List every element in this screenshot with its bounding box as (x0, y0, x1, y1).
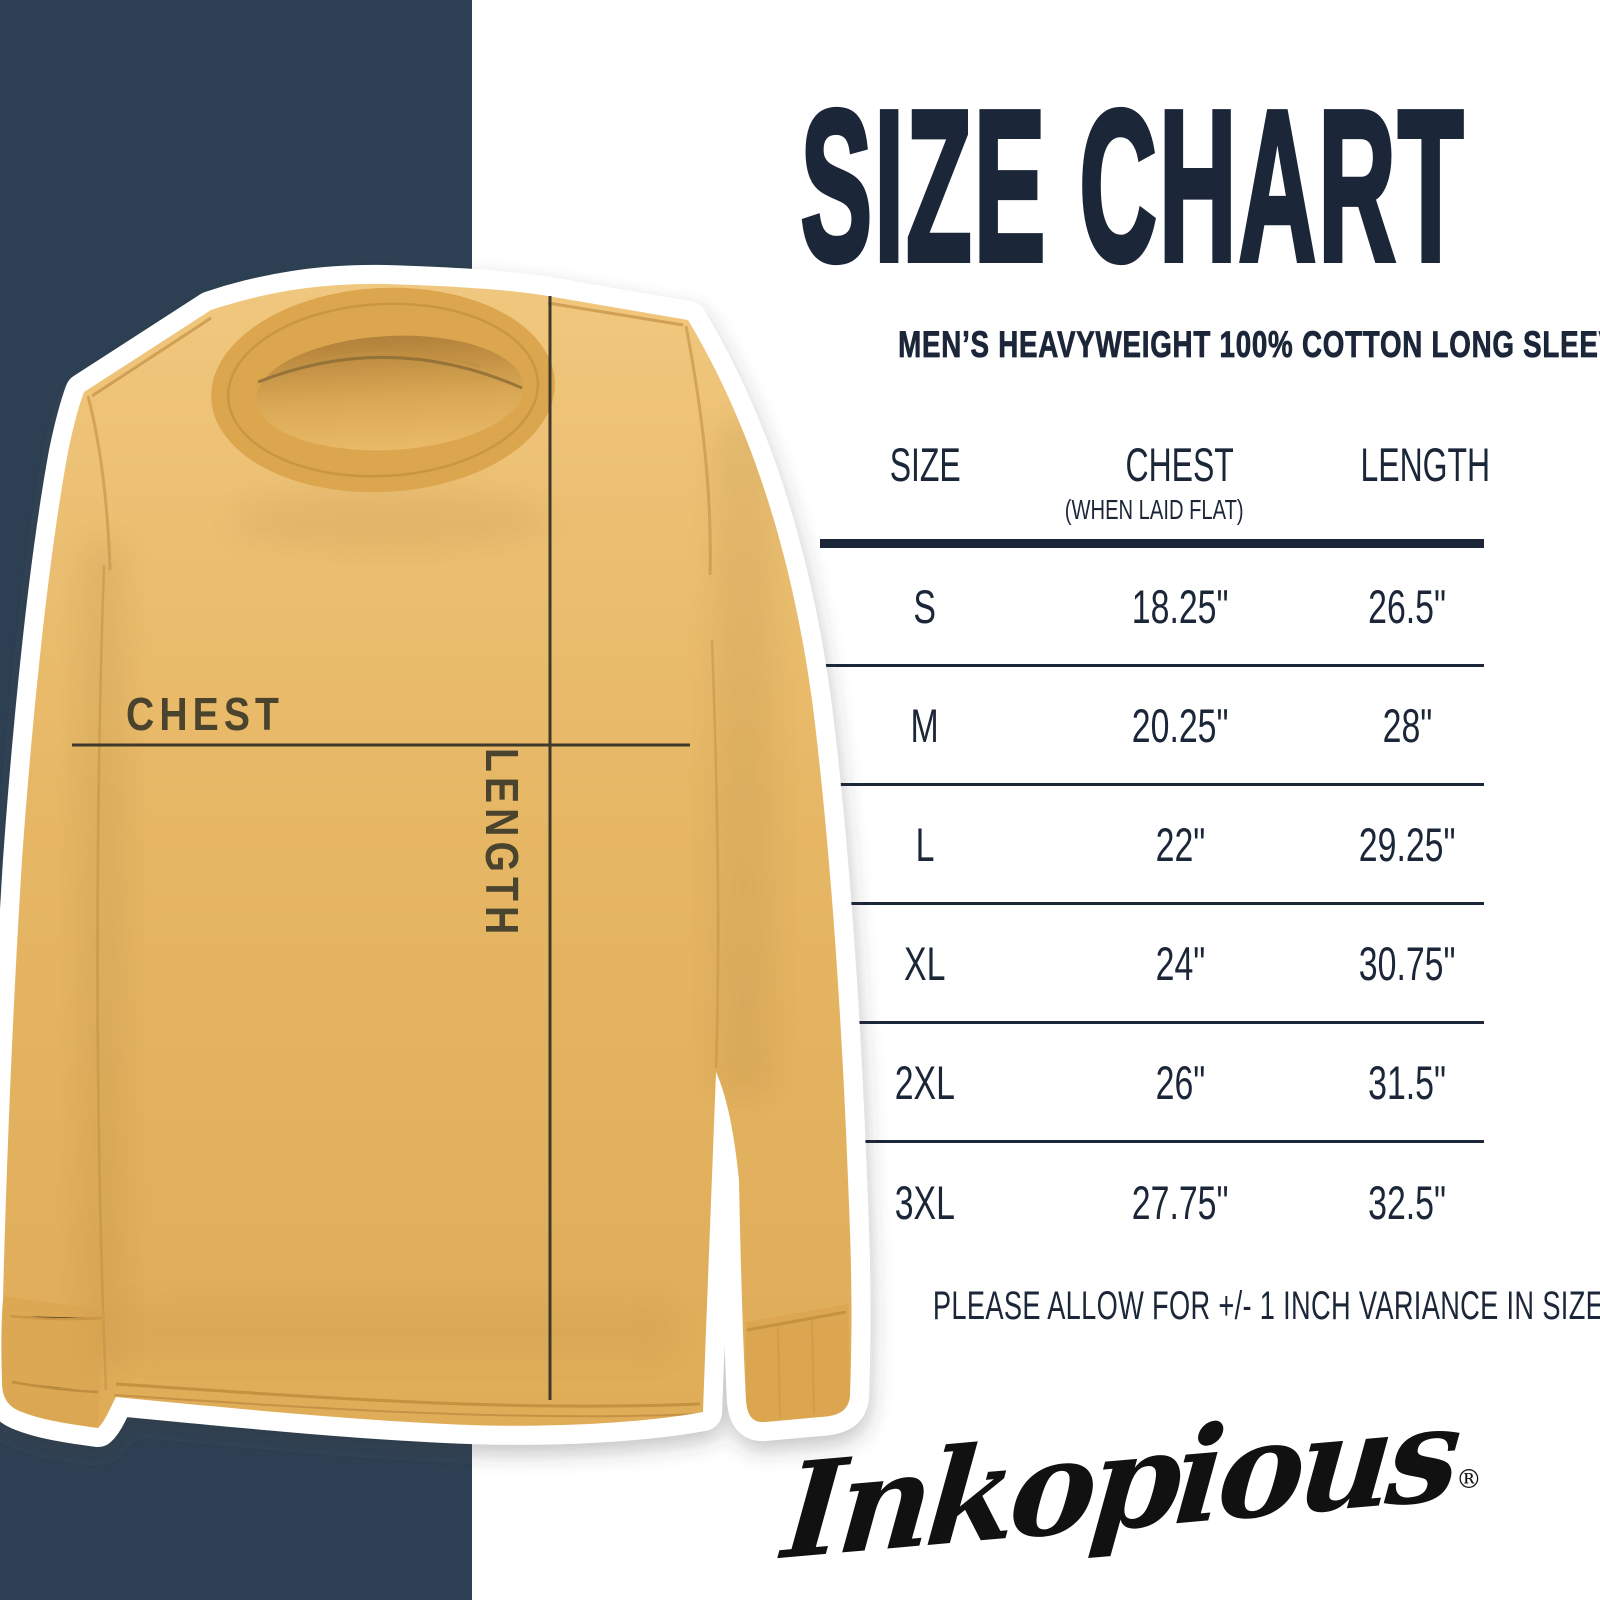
hem-shadow (120, 1300, 680, 1360)
shirt-sticker (0, 264, 871, 1447)
right-cuff-rib (777, 1319, 815, 1419)
right-sleeve-shadow (714, 420, 774, 1100)
chest-cell: 24" (1155, 936, 1205, 990)
right-shoulder-seam (547, 301, 684, 327)
size-chart-panel: SIZE CHART MEN’S HEAVYWEIGHT 100% COTTON… (775, 0, 1600, 1589)
table-row: L 22" 29.25" (820, 786, 1484, 905)
table-subheader-row: (WHEN LAID FLAT) (820, 493, 1484, 527)
chest-cell: 26" (1155, 1055, 1205, 1109)
table-row: S 18.25" 26.5" (820, 548, 1484, 667)
hem-stitch-lower (113, 1394, 702, 1418)
chest-cell: 20.25" (1131, 698, 1229, 752)
shirt-photo-illustration: CHEST LENGTH (0, 264, 871, 1447)
shirt-body (1, 283, 852, 1429)
left-sleeve-crease (96, 564, 108, 1391)
length-measurement-label: LENGTH (475, 748, 527, 939)
brand-logo: Inkopious® (775, 1376, 1490, 1589)
table-row: 3XL 27.75" 32.5" (820, 1143, 1484, 1262)
left-cuff-fold (11, 1380, 99, 1394)
back-collar-seam (299, 351, 481, 368)
table-row: M 20.25" 28" (820, 667, 1484, 786)
hem-stitch-upper (115, 1382, 701, 1408)
left-cuff (2, 1296, 104, 1428)
table-header-row: SIZE CHEST LENGTH (820, 437, 1490, 493)
size-cell: S (913, 579, 937, 633)
neck-crease (257, 355, 523, 390)
page-title-text: SIZE CHART (799, 65, 1465, 306)
right-sleeve-crease (710, 639, 720, 1069)
size-cell: XL (904, 936, 946, 990)
chest-subnote: (WHEN LAID FLAT) (1064, 494, 1244, 525)
product-subtitle-text: MEN’S HEAVYWEIGHT 100% COTTON LONG SLEEV… (898, 324, 1600, 366)
left-armhole-seam (86, 395, 112, 571)
size-table: SIZE CHEST LENGTH (WHEN LAID FLAT) S 18.… (820, 437, 1490, 1262)
table-row: XL 24" 30.75" (820, 905, 1484, 1024)
column-header-length: LENGTH (1360, 438, 1491, 491)
chest-cell: 22" (1155, 817, 1205, 871)
length-cell: 31.5" (1368, 1055, 1446, 1109)
right-armhole-seam (684, 325, 712, 576)
right-cuff-seam (746, 1310, 847, 1332)
left-side-shadow (80, 540, 126, 1370)
length-cell: 28" (1382, 698, 1432, 752)
length-cell: 26.5" (1368, 579, 1446, 633)
variance-note: PLEASE ALLOW FOR +/- 1 INCH VARIANCE IN … (932, 1284, 1600, 1328)
under-collar-shadow (230, 490, 550, 550)
left-shoulder-seam (91, 316, 212, 398)
column-header-size: SIZE (889, 438, 961, 491)
chest-cell: 18.25" (1131, 579, 1229, 633)
table-row: 2XL 26" 31.5" (820, 1024, 1484, 1143)
product-subtitle: MEN’S HEAVYWEIGHT 100% COTTON LONG SLEEV… (775, 323, 1600, 367)
length-cell: 30.75" (1358, 936, 1456, 990)
table-header-rule (820, 539, 1484, 548)
size-cell: L (915, 817, 935, 871)
size-cell: M (910, 698, 940, 752)
chest-cell: 27.75" (1131, 1176, 1229, 1229)
left-cuff-seam (9, 1314, 103, 1321)
size-cell: 3XL (894, 1176, 956, 1229)
right-cuff (746, 1304, 850, 1423)
length-cell: 29.25" (1358, 817, 1456, 871)
column-header-chest: CHEST (1125, 438, 1235, 491)
registered-trademark: ® (1455, 1465, 1482, 1495)
page-title: SIZE CHART (775, 75, 1490, 296)
length-cell: 32.5" (1368, 1176, 1446, 1229)
chest-measurement-label: CHEST (126, 689, 284, 741)
collar-stitch (226, 302, 540, 478)
size-cell: 2XL (894, 1055, 956, 1109)
